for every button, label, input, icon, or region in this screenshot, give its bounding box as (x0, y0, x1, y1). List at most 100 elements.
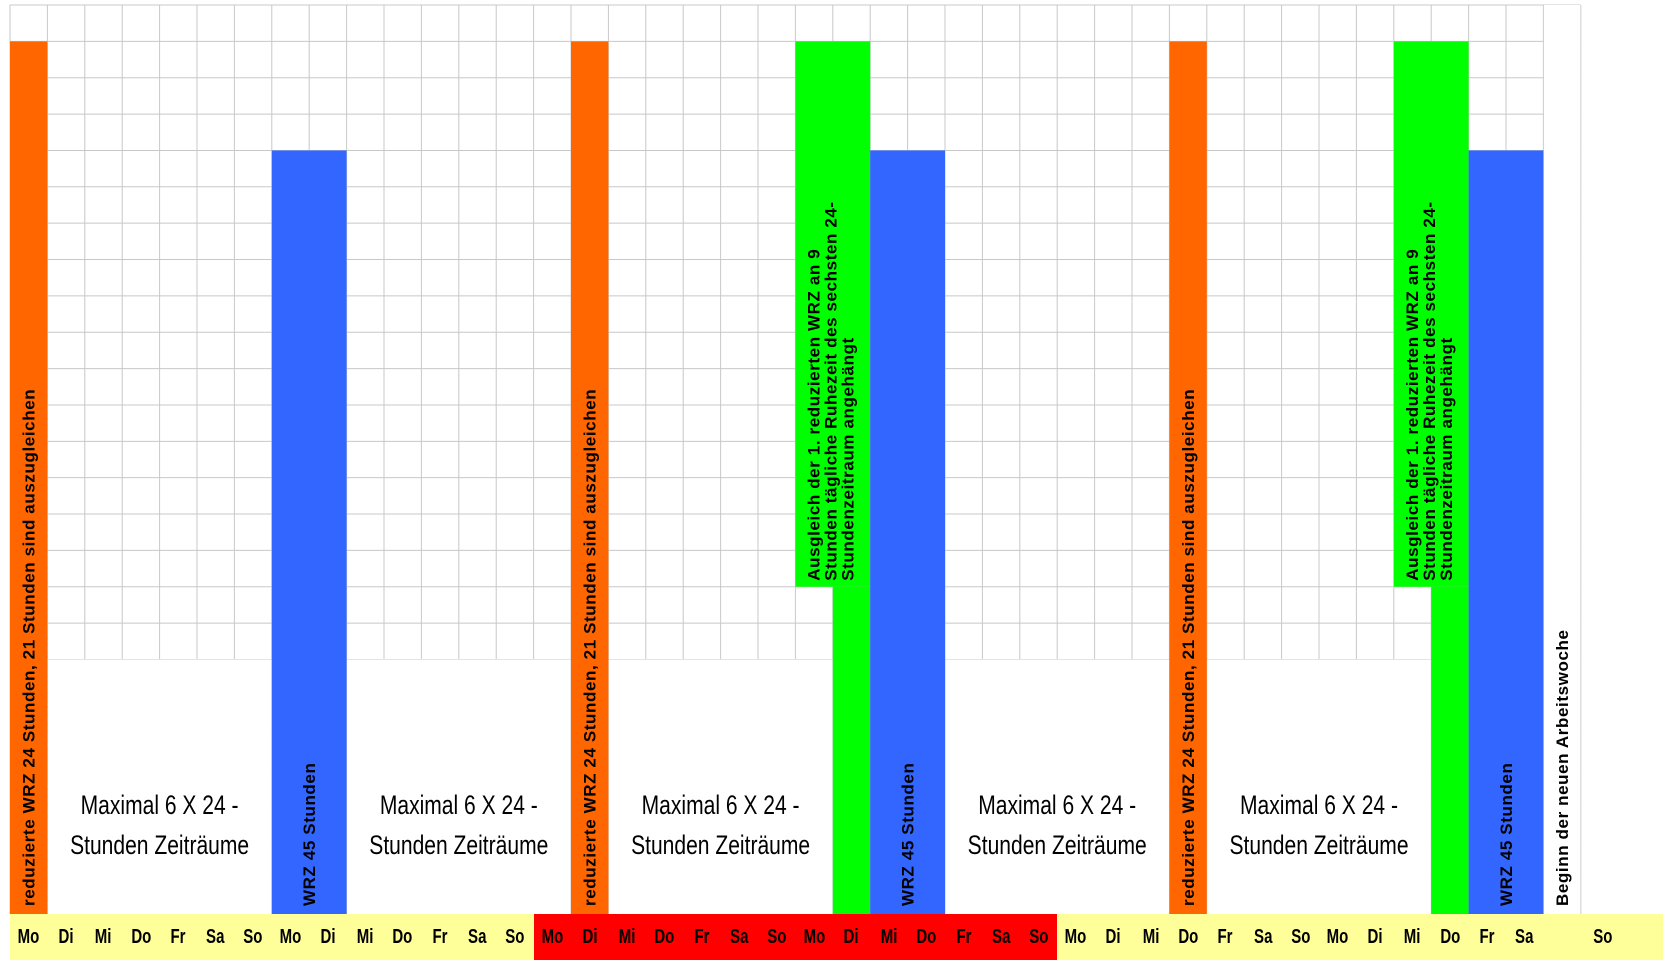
day-tick-text: Do (916, 925, 937, 948)
day-tick-label: Di (47, 914, 85, 960)
day-tick-text: Fr (1479, 925, 1495, 948)
day-tick-label: Mo (1057, 914, 1095, 960)
bar-weekly (870, 150, 945, 914)
day-tick-label: Mi (346, 914, 384, 960)
day-tick-label: Mo (533, 914, 571, 960)
bar-label: WRZ 45 Stunden (1497, 763, 1516, 906)
day-tick-text: Di (1367, 925, 1383, 948)
day-tick-label: Do (645, 914, 684, 960)
bar-label: Stundenzeitraum angehängt (1437, 337, 1456, 581)
bar-reduced (10, 41, 48, 915)
day-tick-text: Mo (279, 925, 302, 948)
day-tick-label: Mo (1319, 914, 1357, 960)
day-tick-label: Fr (945, 914, 983, 960)
bar-label: reduzierte WRZ 24 Stunden, 21 Stunden si… (581, 389, 600, 906)
bar-layer: reduzierte WRZ 24 Stunden, 21 Stunden si… (10, 5, 1581, 915)
day-tick-text: Sa (206, 925, 225, 948)
day-tick-label: So (1019, 914, 1058, 960)
annotation-layer: Maximal 6 X 24 - Stunden Zeiträume Maximal… (70, 791, 1408, 861)
day-tick-text: Sa (1253, 925, 1273, 948)
day-tick-label: Do (122, 914, 160, 960)
day-tick-text: Di (320, 925, 336, 948)
day-tick-text: Sa (730, 925, 749, 948)
day-tick-label: Mo (10, 914, 48, 960)
day-tick-text: Fr (694, 925, 710, 948)
day-tick-label: Mi (608, 914, 646, 960)
day-tick-text: Mi (356, 925, 374, 948)
annotation-background (47, 659, 1431, 914)
day-tick-text: Di (843, 925, 859, 948)
day-tick-label: Fr (683, 914, 721, 960)
bar-reduced (571, 41, 609, 915)
day-tick-text: Mi (95, 925, 112, 948)
annotation-text: Maximal 6 X 24 - (1240, 791, 1398, 821)
day-tick-text: Mo (803, 925, 825, 948)
annotation-text: Maximal 6 X 24 - (380, 791, 538, 821)
bar-label: Ausgleich der 1. reduzierten WRZ an 9 (804, 249, 823, 581)
bar-compensation-base (832, 586, 871, 914)
day-tick-text: Do (654, 925, 675, 948)
day-tick-text: Fr (956, 925, 972, 948)
day-tick-label: Mi (1393, 914, 1432, 960)
day-tick-label: Sa (1244, 914, 1282, 960)
day-tick-label: Do (1431, 914, 1469, 960)
day-tick-text: Do (130, 925, 151, 948)
day-tick-label: Sa (982, 914, 1020, 960)
day-tick-label: Di (832, 914, 871, 960)
day-tick-label: So (234, 914, 272, 960)
day-tick-label: Fr (1468, 914, 1506, 960)
day-tick-label: Sa (720, 914, 758, 960)
bar-weekly (1468, 150, 1544, 914)
annotation-text: Stunden Zeiträume (631, 831, 810, 861)
day-tick-text: Di (582, 925, 598, 948)
annotation-background-box (47, 659, 272, 914)
day-tick-text: Sa (1515, 925, 1534, 948)
bar-label: Ausgleich der 1. reduzierten WRZ an 9 (1403, 249, 1422, 581)
day-tick-text: Sa (468, 925, 487, 948)
day-tick-label: Do (1169, 914, 1207, 960)
day-tick-text: Mo (1326, 925, 1349, 948)
day-tick-label: Sa (197, 914, 235, 960)
bar-label: WRZ 45 Stunden (300, 763, 319, 906)
day-tick-label: So (1543, 914, 1663, 960)
day-tick-label: Mo (795, 914, 833, 960)
day-tick-text: Mi (1142, 925, 1160, 948)
annotation-background-box (608, 659, 833, 914)
day-tick-text: Mi (880, 925, 898, 948)
bar-label: reduzierte WRZ 24 Stunden, 21 Stunden si… (1179, 389, 1198, 906)
bar-label: Stunden tägliche Ruhezeit des sechsten 2… (1420, 201, 1439, 580)
day-tick-text: So (1593, 925, 1613, 948)
day-tick-label: Di (1356, 914, 1394, 960)
day-tick-label: Fr (1206, 914, 1245, 960)
day-tick-text: Di (58, 925, 74, 948)
annotation-text: Stunden Zeiträume (1229, 831, 1408, 861)
day-tick-label: Do (907, 914, 945, 960)
day-tick-label: Fr (159, 914, 197, 960)
annotation-background-box (1207, 659, 1431, 914)
day-tick-label: Sa (1506, 914, 1544, 960)
day-tick-text: So (1290, 925, 1310, 948)
day-tick-text: Mi (1404, 925, 1421, 948)
week-start-marker (1543, 5, 1581, 914)
day-tick-text: Fr (170, 925, 186, 948)
day-tick-label: Fr (421, 914, 459, 960)
annotation-text: Maximal 6 X 24 - (978, 791, 1136, 821)
day-tick-text: Mo (1065, 925, 1087, 948)
day-tick-text: So (243, 925, 263, 948)
bar-compensation-rest (1393, 41, 1469, 587)
day-tick-label: So (496, 914, 534, 960)
annotation-background-box (347, 659, 571, 914)
day-tick-text: Fr (1217, 925, 1233, 948)
day-tick-label: Di (571, 914, 609, 960)
day-tick-label: Mo (271, 914, 310, 960)
annotation-text: Maximal 6 X 24 - (81, 791, 239, 821)
annotation-text: Stunden Zeiträume (968, 831, 1147, 861)
day-tick-text: Do (1439, 925, 1460, 948)
bar-compensation-base (1431, 586, 1469, 914)
day-tick-text: So (1028, 925, 1049, 948)
bar-label: Stunden tägliche Ruhezeit des sechsten 2… (821, 201, 840, 580)
day-tick-text: Sa (991, 925, 1011, 948)
bar-weekly (271, 150, 347, 914)
annotation-background-box (945, 659, 1169, 914)
